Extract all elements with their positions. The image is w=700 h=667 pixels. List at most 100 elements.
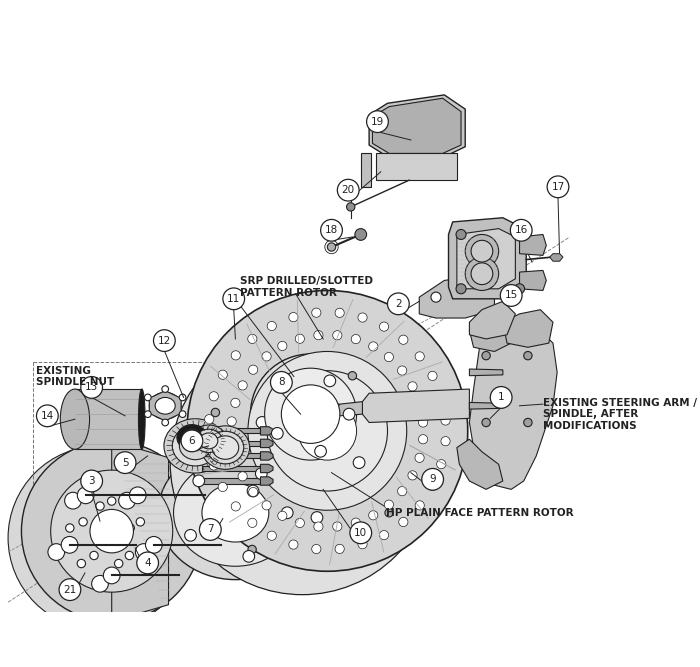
Polygon shape [363,389,470,422]
Ellipse shape [60,389,90,450]
Circle shape [431,292,441,302]
Circle shape [278,342,287,351]
Ellipse shape [164,419,227,473]
Circle shape [422,468,444,490]
Circle shape [231,502,240,511]
Ellipse shape [202,484,269,542]
Text: 7: 7 [207,524,214,534]
Circle shape [328,243,336,251]
Circle shape [289,540,298,549]
Circle shape [114,452,136,474]
Polygon shape [419,276,494,318]
Circle shape [348,372,356,380]
Circle shape [231,454,240,464]
Circle shape [388,293,409,315]
Circle shape [248,365,258,374]
Circle shape [238,472,247,481]
Circle shape [79,518,88,526]
Circle shape [64,492,81,509]
Circle shape [126,524,134,532]
Ellipse shape [139,389,145,450]
Circle shape [22,441,202,622]
Circle shape [270,431,334,494]
Circle shape [408,471,417,480]
Ellipse shape [155,398,175,414]
Circle shape [59,579,80,600]
Text: 4: 4 [144,558,151,568]
Text: 6: 6 [188,436,195,446]
Circle shape [441,416,450,425]
Circle shape [267,321,276,331]
Circle shape [238,381,247,390]
Circle shape [247,485,259,497]
Circle shape [398,366,407,375]
Circle shape [248,546,256,554]
Circle shape [335,308,344,317]
Text: 9: 9 [429,474,436,484]
Circle shape [419,435,428,444]
Circle shape [482,352,490,360]
Polygon shape [336,402,363,416]
Ellipse shape [182,429,202,446]
Circle shape [136,518,144,526]
Polygon shape [372,98,461,153]
Circle shape [77,560,85,568]
Ellipse shape [190,425,227,457]
Circle shape [136,552,158,574]
Ellipse shape [172,426,218,466]
Circle shape [351,518,360,527]
Polygon shape [470,318,557,490]
Circle shape [399,518,408,526]
Circle shape [223,288,244,309]
Circle shape [490,387,512,408]
Polygon shape [470,369,503,376]
Circle shape [218,370,228,380]
Circle shape [281,507,293,519]
Text: 19: 19 [371,117,384,127]
Circle shape [351,334,360,344]
Polygon shape [202,428,260,434]
Text: 12: 12 [158,336,171,346]
Circle shape [77,487,94,504]
Text: 18: 18 [325,225,338,235]
Text: SRP DRILLED/SLOTTED
PATTERN ROTOR: SRP DRILLED/SLOTTED PATTERN ROTOR [239,276,372,298]
Polygon shape [457,440,503,490]
Polygon shape [202,478,260,484]
Circle shape [354,457,365,468]
Circle shape [441,437,450,446]
Ellipse shape [158,446,313,580]
Circle shape [179,411,186,418]
Circle shape [204,415,214,424]
Circle shape [547,176,569,197]
Circle shape [179,394,186,401]
Circle shape [248,488,258,497]
Circle shape [96,502,104,510]
Circle shape [272,428,284,440]
Polygon shape [457,229,515,289]
Circle shape [456,229,466,239]
Polygon shape [519,235,546,255]
Text: 16: 16 [514,225,528,235]
Circle shape [76,514,123,561]
Text: 13: 13 [85,382,98,392]
Ellipse shape [179,432,211,460]
Circle shape [456,283,466,293]
Circle shape [514,229,524,239]
Ellipse shape [149,392,181,419]
Circle shape [379,322,389,331]
Circle shape [204,438,214,447]
Text: EXISTING
SPINDLE NUT: EXISTING SPINDLE NUT [36,366,115,388]
Circle shape [66,524,74,532]
Circle shape [227,436,237,445]
Circle shape [80,377,102,398]
Circle shape [428,372,437,380]
Polygon shape [470,402,503,409]
Circle shape [510,219,532,241]
Polygon shape [503,309,553,348]
Circle shape [199,519,221,540]
Circle shape [437,393,446,402]
Polygon shape [449,217,526,299]
Polygon shape [75,389,142,450]
Circle shape [231,398,240,408]
Circle shape [369,342,378,351]
